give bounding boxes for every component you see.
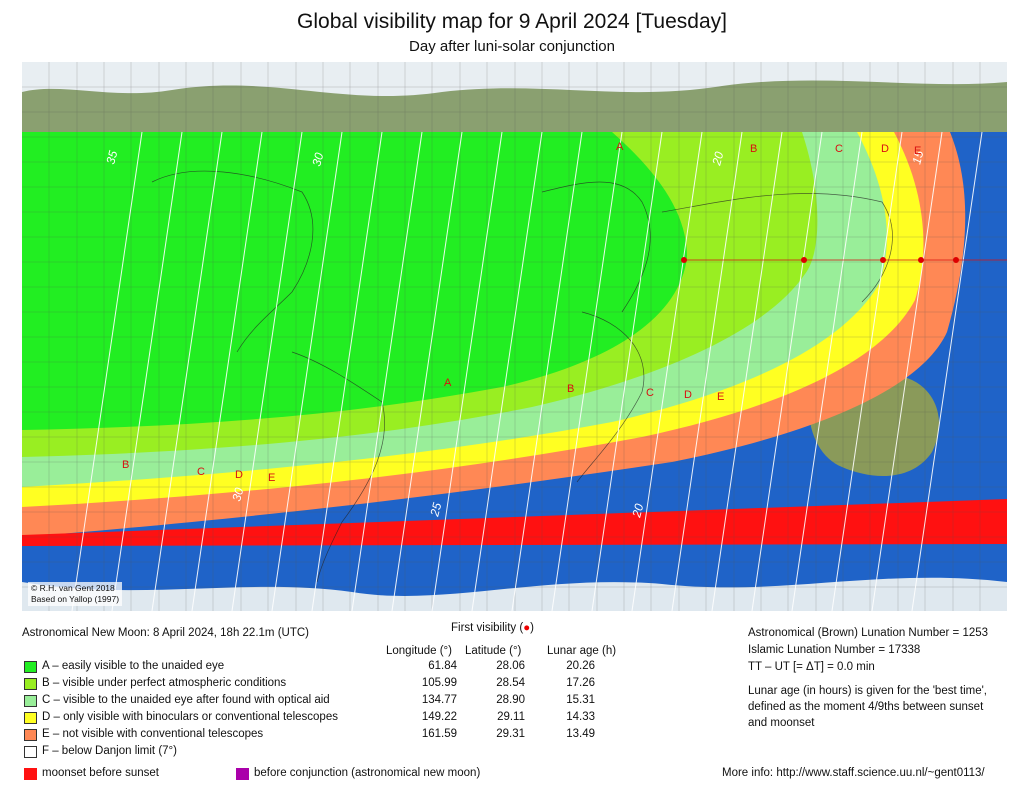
first-visibility-dot-icon: ● xyxy=(523,622,531,634)
legend-text-d: D – only visible with binoculars or conv… xyxy=(42,711,338,723)
contour-label-30-bottom: 30 xyxy=(229,486,246,503)
zone-label-c-left: C xyxy=(197,466,205,478)
col-header-latitude: Latitude (°) xyxy=(465,645,522,657)
zone-label-d-top: D xyxy=(881,143,889,155)
contour-label-20-top: 20 xyxy=(709,150,726,168)
moonset-band xyxy=(22,499,1007,546)
legend-swatch-c xyxy=(24,695,37,707)
latitude-e: 29.31 xyxy=(496,728,525,740)
visibility-map: 35 30 20 15 30 25 20 A B C D E A B C D E… xyxy=(22,62,1007,611)
col-header-age: Lunar age (h) xyxy=(547,645,617,657)
longitude-c: 134.77 xyxy=(421,694,457,706)
legend-text-f: F – below Danjon limit (7°) xyxy=(42,745,177,757)
zone-label-b: B xyxy=(567,383,574,395)
latitude-b: 28.54 xyxy=(496,677,525,689)
delta-t: TT – UT [= ΔT] = 0.0 min xyxy=(748,661,875,673)
zone-label-e-top: E xyxy=(914,145,921,157)
zone-label-a-top: A xyxy=(616,141,624,153)
zone-label-e-left: E xyxy=(268,472,275,484)
legend-text-conjunction: before conjunction (astronomical new moo… xyxy=(254,767,481,779)
credit-line-1: © R.H. van Gent 2018 xyxy=(31,583,115,593)
age-contours xyxy=(71,131,983,611)
brown-lunation: Astronomical (Brown) Lunation Number = 1… xyxy=(748,627,989,639)
contour-label-20-bottom: 20 xyxy=(629,502,646,520)
legend-swatch-moonset xyxy=(24,768,37,780)
zone-label-e: E xyxy=(717,391,724,403)
zone-label-b-top: B xyxy=(750,143,757,155)
zone-label-c: C xyxy=(646,387,654,399)
age-a: 20.26 xyxy=(566,660,595,672)
latitude-a: 28.06 xyxy=(496,660,525,672)
age-note-line-1: Lunar age (in hours) is given for the 'b… xyxy=(748,685,987,697)
age-d: 14.33 xyxy=(566,711,595,723)
credit-line-2: Based on Yallop (1997) xyxy=(31,594,120,604)
longitude-d: 149.22 xyxy=(421,711,457,723)
age-b: 17.26 xyxy=(566,677,595,689)
age-c: 15.31 xyxy=(566,694,595,706)
legend-swatch-f xyxy=(24,746,37,758)
first-visibility-dot-e xyxy=(953,257,959,263)
legend-swatch-e xyxy=(24,729,37,741)
contour-label-15: 15 xyxy=(909,149,926,166)
latitude-d: 29.11 xyxy=(497,711,525,723)
more-info-link[interactable]: More info: http://www.staff.science.uu.n… xyxy=(722,767,985,779)
contour-label-25: 25 xyxy=(427,501,444,519)
map-credit: © R.H. van Gent 2018 Based on Yallop (19… xyxy=(28,582,123,606)
col-header-longitude: Longitude (°) xyxy=(386,645,452,657)
legend-text-c: C – visible to the unaided eye after fou… xyxy=(42,694,330,706)
page-title: Global visibility map for 9 April 2024 [… xyxy=(297,10,727,33)
legend-swatch-b xyxy=(24,678,37,690)
zone-a-region xyxy=(22,132,687,430)
first-visibility-dots xyxy=(681,257,959,263)
first-visibility-heading: First visibility (●) xyxy=(451,622,534,634)
legend-text-e: E – not visible with conventional telesc… xyxy=(42,728,264,740)
contour-label-35: 35 xyxy=(103,149,120,166)
first-visibility-dot-b xyxy=(801,257,807,263)
islamic-lunation: Islamic Lunation Number = 17338 xyxy=(748,644,921,656)
first-visibility-dot-d xyxy=(918,257,924,263)
legend-swatch-d xyxy=(24,712,37,724)
zone-label-c-top: C xyxy=(835,143,843,155)
age-note-line-3: and moonset xyxy=(748,717,815,729)
contour-label-30-top: 30 xyxy=(309,151,326,168)
graticule xyxy=(22,62,1007,611)
arctic-ice xyxy=(22,62,1007,97)
new-moon-info: Astronomical New Moon: 8 April 2024, 18h… xyxy=(22,627,309,639)
coastlines xyxy=(151,170,893,583)
zone-label-d: D xyxy=(684,389,692,401)
zone-label-a: A xyxy=(444,377,452,389)
page-subtitle: Day after luni-solar conjunction xyxy=(409,38,615,55)
legend-text-a: A – easily visible to the unaided eye xyxy=(42,660,225,672)
first-visibility-dot-c xyxy=(880,257,886,263)
longitude-e: 161.59 xyxy=(421,728,457,740)
legend-swatch-a xyxy=(24,661,37,673)
legend-text-b: B – visible under perfect atmospheric co… xyxy=(42,677,287,689)
first-visibility-dot-a xyxy=(681,257,687,263)
zone-label-d-left: D xyxy=(235,469,243,481)
age-note-line-2: defined as the moment 4/9ths between sun… xyxy=(748,701,984,713)
zone-label-b-left: B xyxy=(122,459,129,471)
age-e: 13.49 xyxy=(566,728,595,740)
latitude-c: 28.90 xyxy=(496,694,525,706)
longitude-a: 61.84 xyxy=(428,660,457,672)
legend-text-moonset: moonset before sunset xyxy=(42,767,159,779)
legend-swatch-conjunction xyxy=(236,768,249,780)
longitude-b: 105.99 xyxy=(421,677,457,689)
